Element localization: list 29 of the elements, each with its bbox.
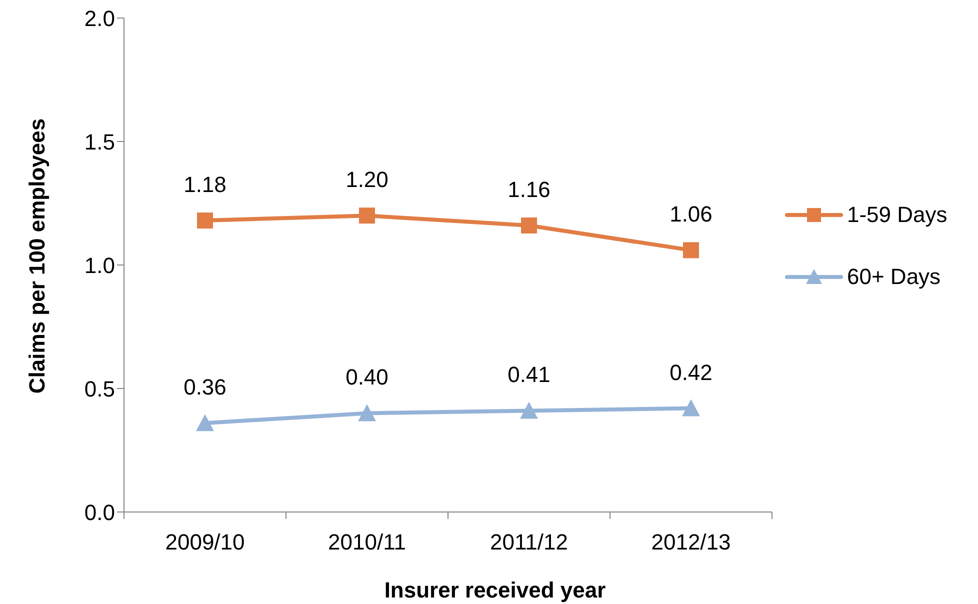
x-tick-label: 2011/12 (490, 530, 568, 554)
y-tick-label: 1.0 (84, 252, 115, 278)
x-tick-label: 2009/10 (165, 530, 245, 554)
point (196, 414, 214, 432)
point (520, 402, 538, 419)
x-axis-title: Insurer received year (384, 578, 606, 602)
y-tick-label: 2.0 (84, 6, 115, 31)
y-axis-title: Claims per 100 employees (24, 118, 50, 394)
point (521, 217, 537, 234)
data-label: 1.20 (346, 167, 388, 192)
legend-label: 1-59 Days (847, 202, 948, 228)
y-tick-label: 1.5 (84, 129, 115, 154)
x-tick-label: 2012/13 (651, 530, 731, 554)
point (197, 212, 213, 229)
data-label: 0.40 (346, 364, 388, 390)
data-label: 0.36 (184, 374, 226, 400)
point (683, 242, 699, 258)
point (358, 404, 376, 422)
data-label: 1.06 (670, 202, 712, 227)
data-label: 1.16 (508, 176, 550, 202)
y-tick-label: 0.5 (84, 376, 115, 402)
point (359, 208, 375, 224)
legend-label: 60+ Days (847, 264, 941, 290)
point (682, 399, 700, 416)
x-tick-label: 2010/11 (328, 530, 406, 554)
y-tick-label: 0.0 (84, 500, 115, 525)
data-label: 0.42 (670, 360, 712, 385)
data-label: 0.41 (508, 362, 550, 388)
data-label: 1.18 (184, 172, 226, 198)
